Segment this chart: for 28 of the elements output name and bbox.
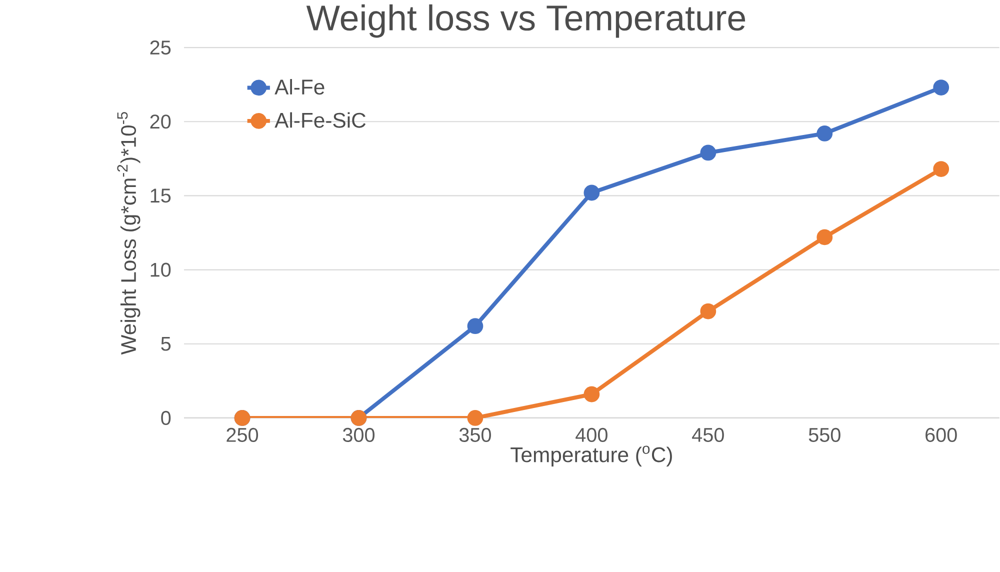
point <box>584 184 600 201</box>
chart-title: Weight loss vs Temperature <box>306 4 746 38</box>
point <box>700 144 716 161</box>
legend-label: Al-Fe <box>274 79 324 95</box>
point <box>933 161 950 177</box>
y-tick-label: 25 <box>150 40 171 55</box>
x-tick-label: 450 <box>692 428 724 442</box>
y-tick-label: 0 <box>161 410 171 425</box>
x-tick-label: 300 <box>342 428 375 442</box>
y-tick-label: 15 <box>150 188 171 203</box>
x-tick-label: 250 <box>226 428 258 442</box>
x-tick-label: 600 <box>926 428 957 442</box>
point <box>933 80 950 96</box>
y-tick-label: 5 <box>161 336 171 351</box>
point <box>584 386 600 402</box>
x-tick-label: 400 <box>576 428 608 442</box>
point <box>467 410 484 426</box>
point <box>700 303 716 320</box>
legend-label: Al-Fe-SiC <box>274 112 366 128</box>
y-axis-title: Weight Loss (g*cm$^{-2}$)*10$^{-5}$ <box>117 112 140 355</box>
x-axis-title: Temperature ($^{o}$C) <box>510 446 672 466</box>
x-tick-label: 550 <box>808 428 840 442</box>
point <box>816 229 833 246</box>
y-tick-label: 10 <box>150 262 171 277</box>
y-tick-label: 20 <box>150 114 171 129</box>
x-tick-label: 350 <box>459 428 491 442</box>
point <box>816 126 833 142</box>
point <box>467 318 484 334</box>
